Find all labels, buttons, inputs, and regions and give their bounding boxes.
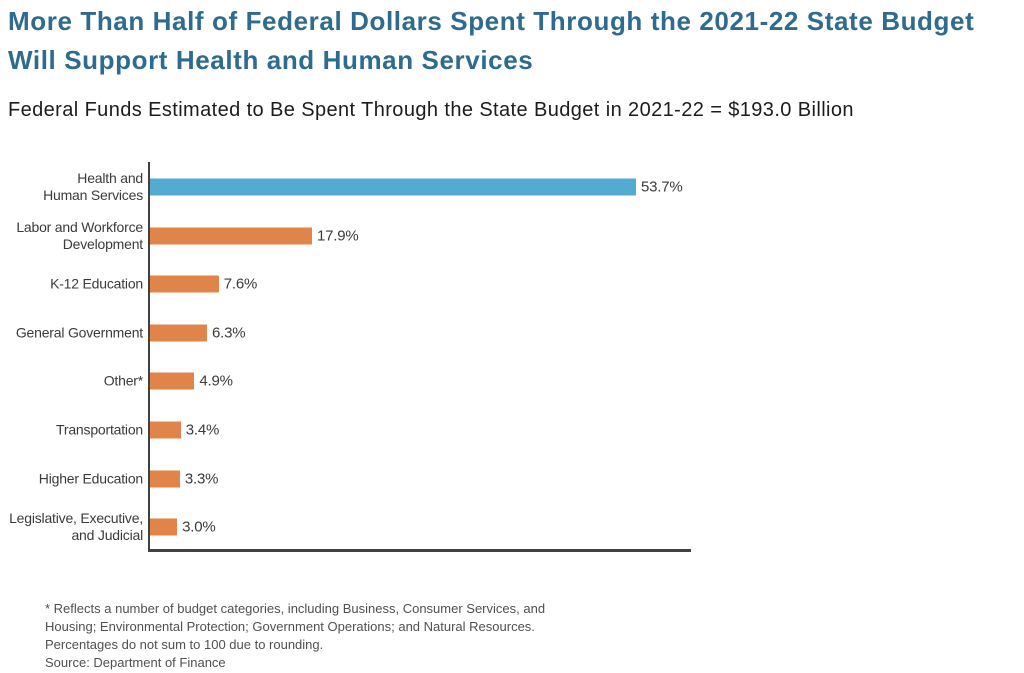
bar [150, 275, 219, 293]
bar [150, 227, 312, 245]
value-label: 17.9% [316, 227, 359, 245]
value-label: 6.3% [212, 324, 246, 342]
value-label: 4.9% [199, 372, 233, 390]
category-label: General Government [15, 324, 143, 341]
chart-subtitle: Federal Funds Estimated to Be Spent Thro… [8, 99, 854, 121]
bar [150, 421, 181, 439]
footnote: * Reflects a number of budget categories… [45, 600, 550, 672]
value-label: 3.0% [182, 518, 216, 536]
x-axis-line [148, 549, 691, 552]
category-label: Legislative, Executive, and Judicial [9, 510, 143, 544]
category-label: K-12 Education [50, 275, 143, 292]
bar [150, 518, 178, 536]
category-label: Labor and Workforce Development [16, 218, 143, 252]
y-axis-line [148, 162, 150, 551]
value-label: 53.7% [640, 178, 683, 196]
category-label: Other* [103, 372, 143, 389]
bar [150, 470, 180, 488]
footnote-source: Source: Department of Finance [45, 655, 226, 670]
bar [150, 324, 207, 342]
value-label: 7.6% [223, 275, 258, 293]
value-label: 3.3% [184, 470, 219, 488]
footnote-note: * Reflects a number of budget categories… [45, 601, 546, 652]
category-label: Transportation [56, 421, 143, 438]
page-title: More Than Half of Federal Dollars Spent … [8, 6, 975, 75]
category-label: Higher Education [38, 470, 143, 487]
bar [150, 372, 195, 390]
bar [150, 178, 636, 196]
category-label: Health and Human Services [43, 170, 143, 203]
value-label: 3.4% [185, 421, 220, 439]
